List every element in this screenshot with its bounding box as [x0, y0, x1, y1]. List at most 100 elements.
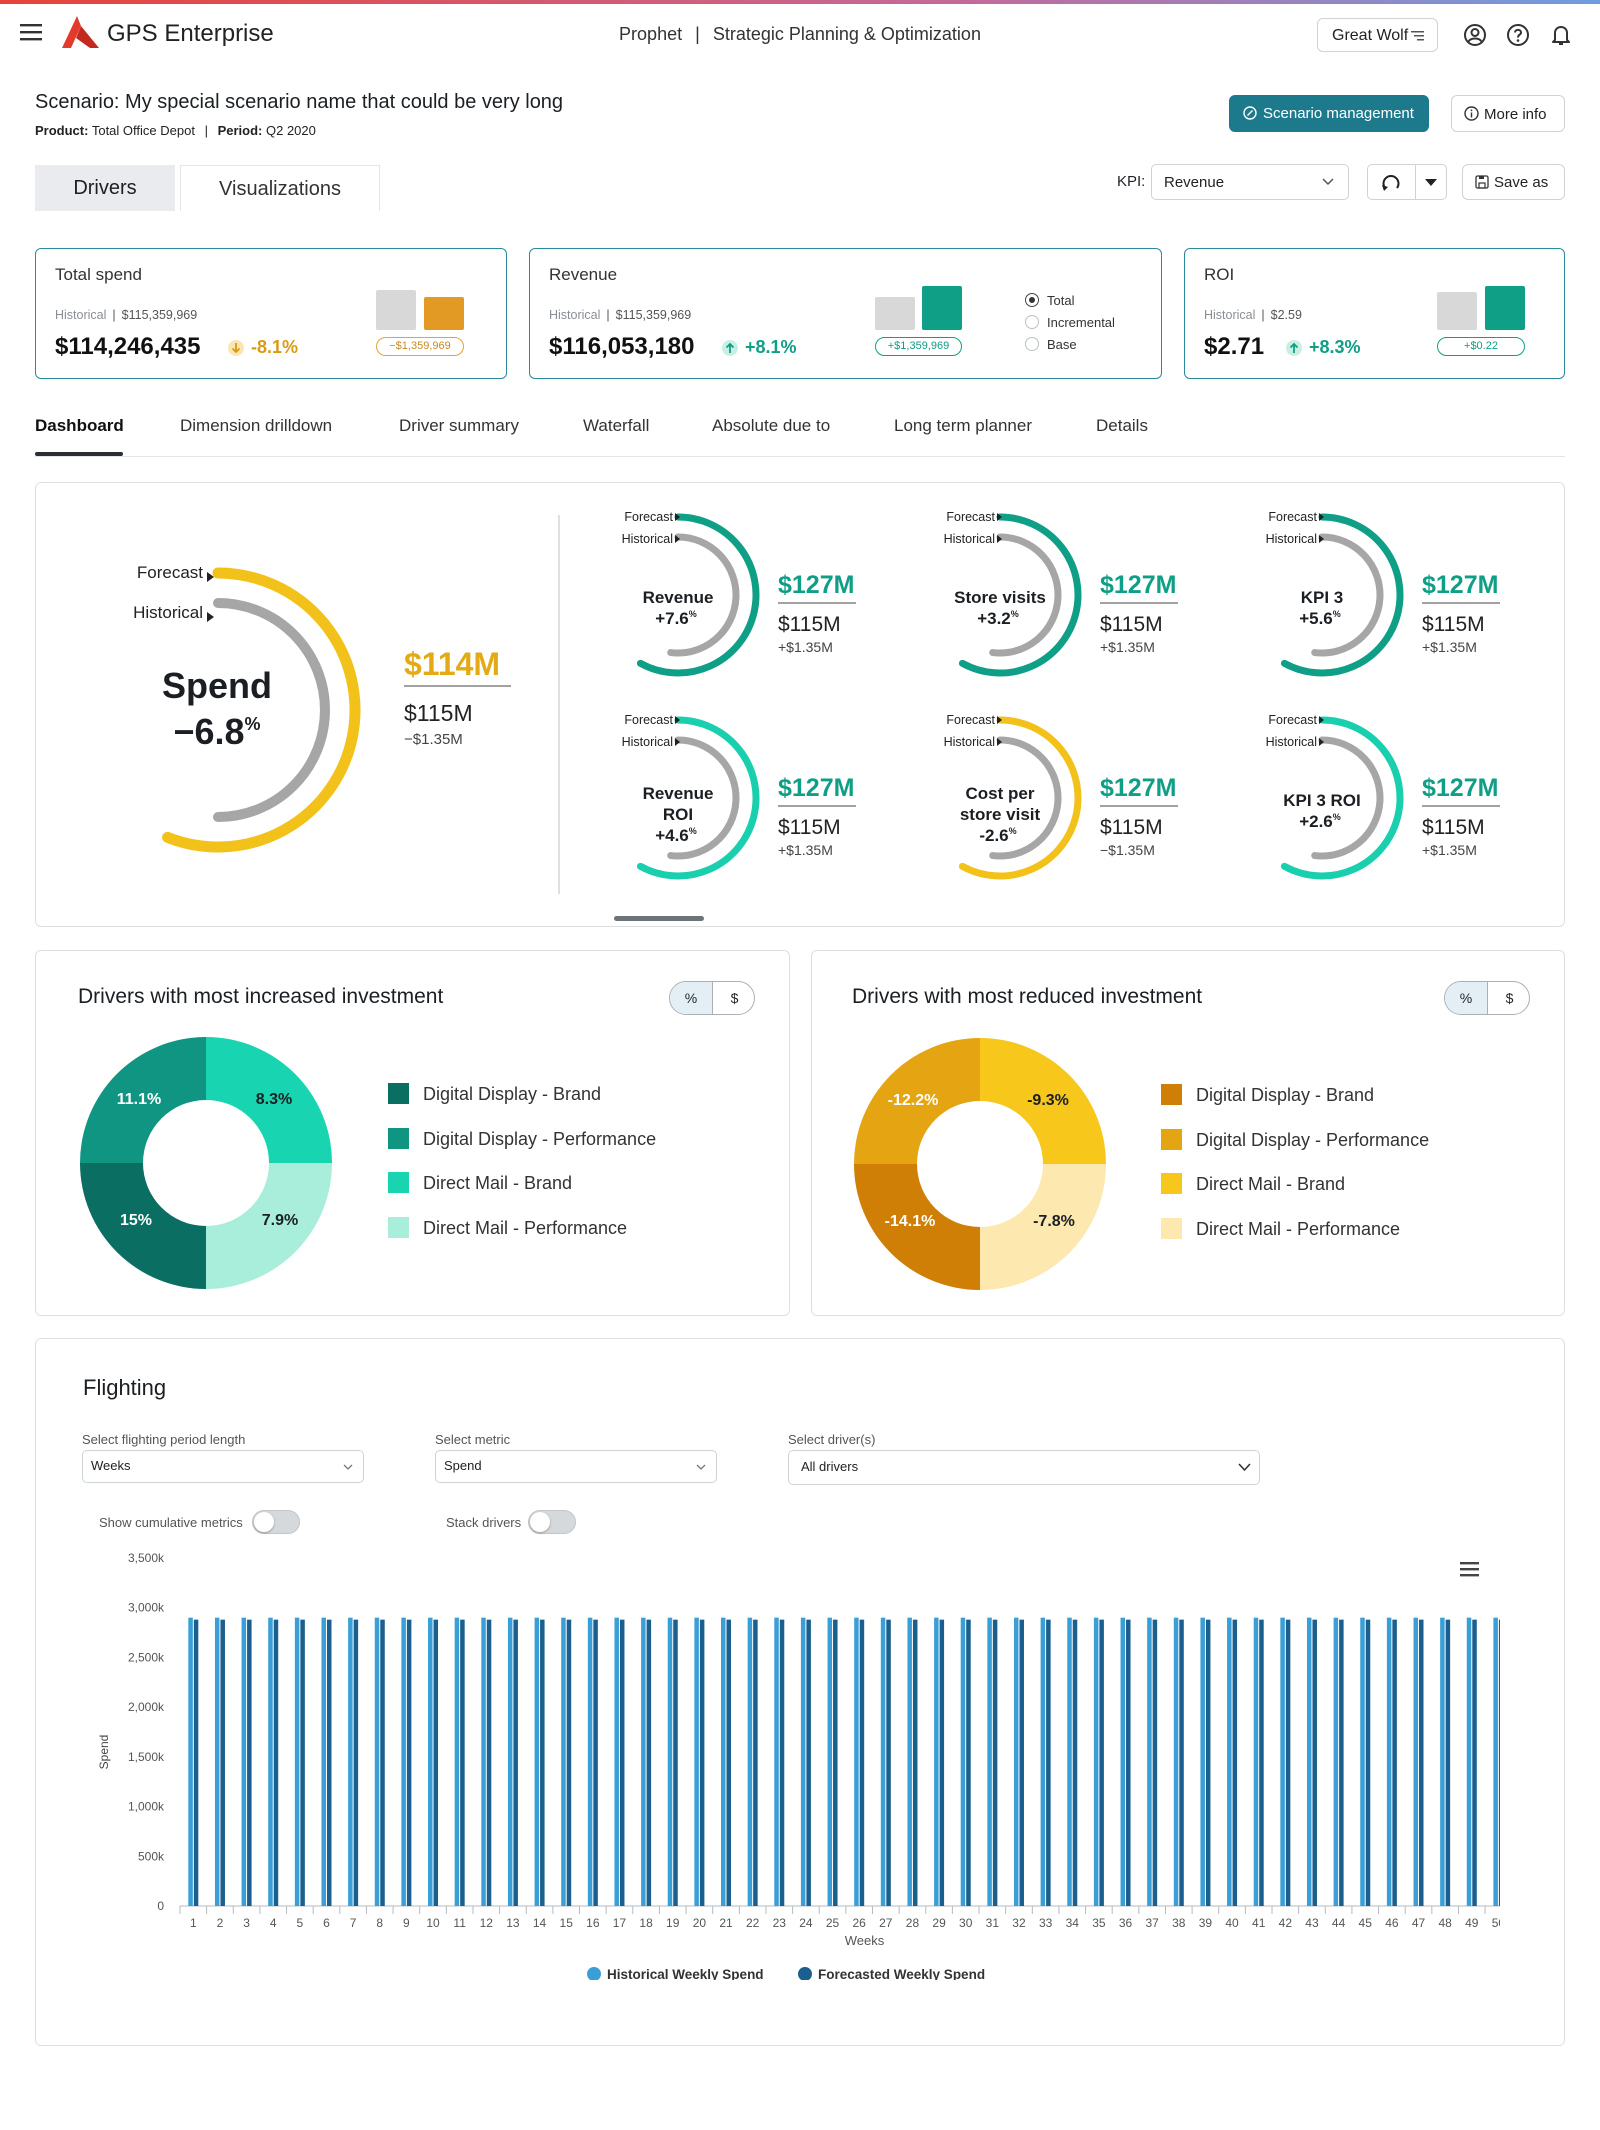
donut-slice	[854, 1038, 980, 1164]
percent-option[interactable]: %	[1445, 982, 1488, 1014]
historical-bar	[694, 1617, 699, 1906]
forecast-bar	[1392, 1619, 1397, 1906]
historical-marker-icon	[997, 738, 1002, 746]
historical-bar	[188, 1617, 193, 1906]
drivers-select[interactable]: All drivers	[788, 1450, 1260, 1485]
dollar-option[interactable]: $	[730, 990, 739, 1006]
top-accent-line	[0, 0, 1600, 4]
radio-button[interactable]	[1025, 337, 1039, 351]
historical-value: $2.59	[1270, 308, 1302, 322]
forecast-bar	[886, 1619, 891, 1906]
stack-drivers-toggle[interactable]	[528, 1510, 576, 1534]
metric-select[interactable]: Spend	[435, 1450, 717, 1483]
caret-down-icon[interactable]	[1425, 179, 1437, 187]
historical-bar	[534, 1617, 540, 1906]
kpi-card-roi[interactable]: ROI Historical | $2.59 $2.71 +8.3% +$0.22	[1184, 248, 1565, 379]
slice-label: -7.8%	[1033, 1213, 1075, 1230]
radio-total[interactable]: Total	[1025, 293, 1074, 308]
chevron-down-icon	[1322, 178, 1334, 186]
legend-item[interactable]: Digital Display - Brand	[1161, 1084, 1374, 1106]
increased-unit-toggle[interactable]: % $	[669, 981, 755, 1015]
cumulative-metrics-toggle[interactable]	[252, 1510, 300, 1534]
separator: |	[204, 123, 208, 138]
chart-menu-icon[interactable]	[1460, 1561, 1480, 1577]
tab-driver-summary[interactable]: Driver summary	[399, 416, 519, 435]
kpi-card-total-spend[interactable]: Total spend Historical | $115,359,969 $114…	[35, 248, 507, 379]
scenario-management-button[interactable]: Scenario management	[1229, 95, 1429, 132]
app-breadcrumb: Prophet | Strategic Planning & Optimizat…	[0, 24, 1600, 45]
logo-icon[interactable]	[62, 16, 100, 50]
forecast-bar	[1445, 1619, 1451, 1906]
x-tick-label: 15	[560, 1916, 574, 1930]
tab-details[interactable]: Details	[1096, 416, 1148, 435]
save-as-button[interactable]: Save as	[1462, 164, 1565, 200]
forecast-bar	[1072, 1619, 1078, 1906]
account-icon[interactable]	[1462, 22, 1488, 48]
save-icon	[1475, 175, 1489, 189]
y-tick-label: 2,000k	[128, 1700, 165, 1714]
scenario-management-label: Scenario management	[1263, 105, 1414, 122]
kpi-select[interactable]: Revenue	[1151, 164, 1349, 200]
forecast-bar	[1339, 1619, 1344, 1906]
legend-item[interactable]: Digital Display - Brand	[388, 1083, 601, 1105]
brand-name[interactable]: GPS Enterprise	[107, 20, 274, 47]
tab-drivers[interactable]: Drivers	[35, 165, 175, 211]
legend-swatch	[1161, 1173, 1182, 1194]
historical-value: $115M	[1100, 816, 1163, 839]
forecast-bar	[460, 1619, 465, 1906]
radio-incremental[interactable]: Incremental	[1025, 315, 1115, 330]
flighting-bar-chart: 0 500k 1,000k 1,500k 2,000k 2,500k 3,000k 3,500…	[97, 1551, 1500, 1980]
legend-item[interactable]: Digital Display - Performance	[1161, 1128, 1430, 1151]
tab-dimension-drilldown[interactable]: Dimension drilldown	[180, 416, 333, 435]
legend-label: Digital Display - Performance	[1196, 1129, 1430, 1150]
gauge-name: Revenue	[643, 784, 714, 803]
radio-button[interactable]	[1025, 293, 1039, 307]
hamburger-menu-icon[interactable]	[20, 22, 44, 42]
tab-dashboard[interactable]: Dashboard	[35, 416, 124, 435]
tab-waterfall[interactable]: Waterfall	[583, 416, 650, 435]
radio-button[interactable]	[1025, 315, 1039, 329]
tab-visualizations[interactable]: Visualizations	[180, 165, 380, 211]
gauge-percent: +4.6%	[655, 826, 697, 845]
historical-label: Historical	[1266, 735, 1317, 749]
historical-arc	[989, 736, 1062, 860]
kpi-card-revenue[interactable]: Revenue Historical | $115,359,969 $116,053…	[529, 248, 1162, 379]
refresh-split-button[interactable]	[1367, 164, 1447, 200]
more-info-button[interactable]: More info	[1451, 95, 1565, 132]
percent-option[interactable]: %	[670, 982, 713, 1014]
gauge-percent-sign: %	[1333, 812, 1341, 822]
refresh-icon[interactable]	[1380, 173, 1402, 193]
forecast-bar	[1232, 1619, 1238, 1906]
user-menu-button[interactable]: Great Wolf	[1317, 18, 1438, 52]
product-name[interactable]: Prophet	[619, 24, 683, 44]
x-tick-label: 45	[1359, 1916, 1373, 1930]
forecast-marker-icon	[997, 716, 1002, 724]
legend-item[interactable]: Digital Display - Performance	[388, 1127, 656, 1150]
dollar-option[interactable]: $	[1505, 990, 1514, 1006]
legend-item[interactable]: Direct Mail - Performance	[388, 1216, 628, 1239]
forecast-bar	[1019, 1619, 1024, 1906]
legend-item[interactable]: Direct Mail - Performance	[1161, 1217, 1400, 1240]
tab-long-term-planner[interactable]: Long term planner	[894, 416, 1032, 435]
gauge-percent: +2.6%	[1299, 812, 1341, 831]
tab-absolute-due-to[interactable]: Absolute due to	[712, 416, 831, 435]
arrow-down-icon	[228, 340, 244, 356]
card-title: Total spend	[55, 265, 142, 284]
y-axis-label: Spend	[97, 1735, 111, 1770]
spend-forecast-value: $114M	[404, 646, 500, 682]
notifications-bell-icon[interactable]	[1548, 22, 1574, 48]
spend-historical-value: $115M	[404, 700, 473, 726]
radio-base[interactable]: Base	[1025, 337, 1077, 352]
legend-label: Direct Mail - Performance	[423, 1217, 628, 1238]
help-icon[interactable]	[1505, 22, 1531, 48]
legend-item[interactable]: Direct Mail - Brand	[1161, 1173, 1345, 1195]
y-tick-label: 3,000k	[128, 1601, 165, 1615]
historical-bar	[800, 1617, 806, 1906]
reduced-unit-toggle[interactable]: % $	[1444, 981, 1530, 1015]
diff-value: +$1.35M	[778, 639, 833, 655]
historical-bar	[1333, 1617, 1339, 1906]
historical-bar	[1437, 292, 1477, 330]
legend-item[interactable]: Direct Mail - Brand	[388, 1172, 572, 1194]
period-length-select[interactable]: Weeks	[82, 1450, 364, 1483]
x-tick-label: 38	[1172, 1916, 1186, 1930]
